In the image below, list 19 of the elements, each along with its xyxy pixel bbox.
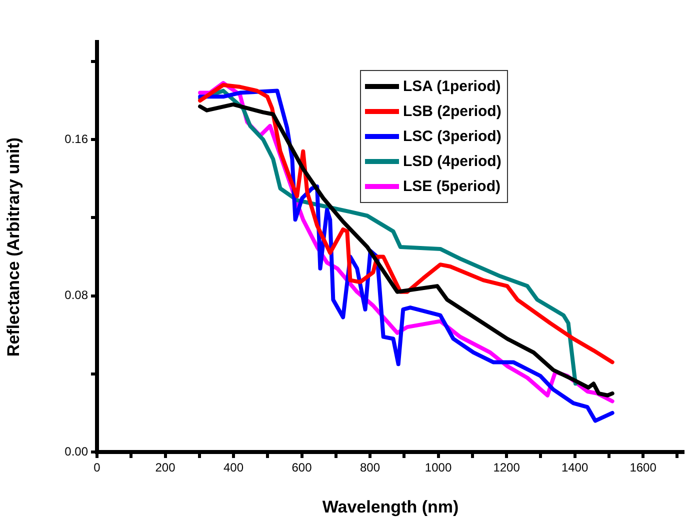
y-tick-label: 0.00 — [64, 444, 88, 458]
y-tick-label: 0.16 — [64, 132, 88, 146]
y-tick-label: 0.08 — [64, 288, 88, 302]
legend-label: LSD (4period) — [403, 153, 502, 170]
x-tick-label: 200 — [155, 460, 176, 475]
legend-label: LSB (2period) — [403, 103, 502, 120]
legend-label: LSC (3period) — [403, 128, 502, 145]
x-tick-label: 800 — [360, 460, 380, 475]
legend-label: LSE (5period) — [403, 178, 501, 195]
x-tick-label: 600 — [292, 460, 312, 475]
legend-label: LSA (1period) — [403, 78, 501, 95]
x-tick-label: 1600 — [630, 460, 657, 475]
x-tick-label: 1400 — [561, 460, 588, 475]
x-tick-label: 1000 — [424, 460, 452, 475]
y-axis-title: Reflectance (Arbitrary unit) — [4, 137, 23, 357]
x-tick-label: 400 — [223, 460, 244, 475]
x-tick-label: 0 — [94, 460, 101, 475]
x-tick-label: 1200 — [493, 460, 520, 475]
x-axis-title: Wavelength (nm) — [322, 497, 459, 516]
